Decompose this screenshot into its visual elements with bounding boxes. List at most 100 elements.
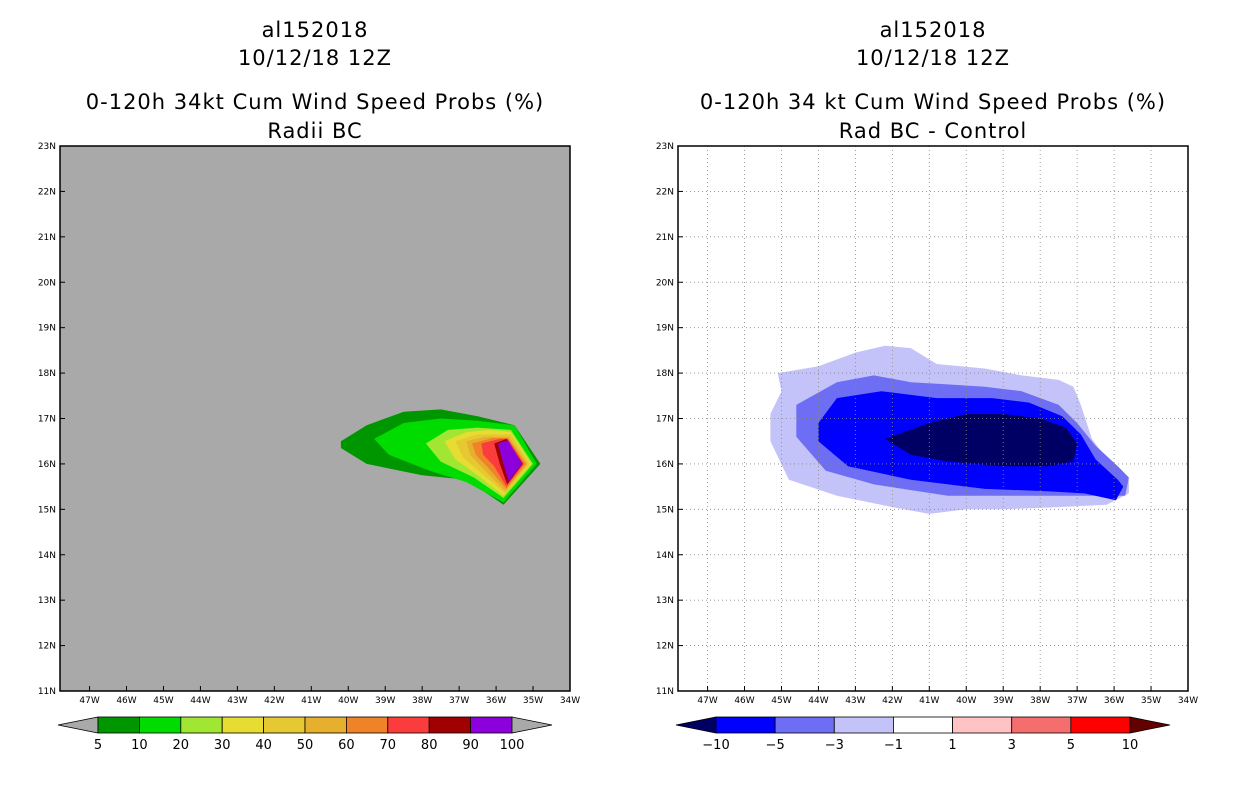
tick-label-x-40W-left: 40W	[338, 696, 358, 706]
colorbar-swatch-5-right	[1011, 716, 1072, 734]
colorbar-label-50-left: 50	[297, 738, 314, 753]
tick-label-y-17N-left: 17N	[38, 415, 56, 425]
tick-label-y-21N-right: 21N	[656, 233, 674, 243]
colorbar-swatch-1-left	[138, 716, 182, 734]
tick-label-x-40W-right: 40W	[956, 696, 976, 706]
date-left: 10/12/18 12Z	[237, 46, 393, 70]
colorbar-swatch-6-right	[1070, 716, 1131, 734]
chart-title-right: 0-120h 34 kt Cum Wind Speed Probs (%)	[699, 90, 1167, 114]
colorbar-under-arrow-right	[675, 716, 717, 734]
tick-label-y-12N-left: 12N	[38, 642, 56, 652]
chart-subtitle-right: Rad BC - Control	[838, 119, 1028, 143]
tick-label-x-42W-left: 42W	[264, 696, 284, 706]
colorbar-label-10-right: 10	[1122, 738, 1139, 753]
tick-label-x-36W-left: 36W	[486, 696, 506, 706]
tick-label-x-43W-left: 43W	[227, 696, 247, 706]
tick-label-y-17N-right: 17N	[656, 415, 674, 425]
tick-label-x-46W-left: 46W	[116, 696, 136, 706]
tick-label-x-34W-left: 34W	[560, 696, 580, 706]
colorbar-swatch-8-left	[428, 716, 472, 734]
contour-90-left	[497, 440, 522, 482]
tick-label-y-11N-left: 11N	[38, 687, 56, 697]
tick-label-x-42W-right: 42W	[882, 696, 902, 706]
tick-label-y-18N-right: 18N	[656, 369, 674, 379]
tick-label-y-16N-left: 16N	[38, 460, 56, 470]
tick-label-y-20N-left: 20N	[38, 278, 56, 288]
tick-label-y-16N-right: 16N	[656, 460, 674, 470]
chart-title-left: 0-120h 34kt Cum Wind Speed Probs (%)	[85, 90, 545, 114]
tick-label-x-41W-left: 41W	[301, 696, 321, 706]
colorbar-swatch-4-left	[263, 716, 306, 734]
colorbar-label-90-left: 90	[462, 738, 479, 753]
date-right: 10/12/18 12Z	[855, 46, 1011, 70]
colorbar-swatch-7-left	[387, 716, 430, 734]
storm-id-left: al152018	[261, 18, 369, 42]
tick-label-x-37W-left: 37W	[449, 696, 469, 706]
colorbar-label-40-left: 40	[255, 738, 272, 753]
colorbar-swatch-0-right	[715, 716, 776, 734]
tick-label-x-41W-right: 41W	[919, 696, 939, 706]
colorbar-label-1-right: 1	[948, 738, 956, 753]
tick-label-y-18N-left: 18N	[38, 369, 56, 379]
tick-label-x-43W-right: 43W	[845, 696, 865, 706]
colorbar-label-30-left: 30	[214, 738, 231, 753]
tick-label-x-34W-right: 34W	[1178, 696, 1198, 706]
colorbar-swatch-3-left	[221, 716, 264, 734]
tick-label-x-36W-right: 36W	[1104, 696, 1124, 706]
colorbar-label-3-right: 3	[1008, 738, 1016, 753]
colorbar-label--1-right: −1	[884, 738, 903, 753]
tick-label-x-35W-left: 35W	[523, 696, 543, 706]
colorbar-swatch-6-left	[345, 716, 389, 734]
colorbar-label-60-left: 60	[338, 738, 355, 753]
tick-label-y-21N-left: 21N	[38, 233, 56, 243]
colorbar-label-20-left: 20	[173, 738, 190, 753]
colorbar-label--10-right: −10	[702, 738, 729, 753]
colorbar-swatch-2-right	[833, 716, 894, 734]
tick-label-x-35W-right: 35W	[1141, 696, 1161, 706]
colorbar-label-70-left: 70	[380, 738, 397, 753]
colorbar-swatch-2-left	[180, 716, 223, 734]
tick-label-x-38W-right: 38W	[1030, 696, 1050, 706]
tick-label-x-44W-right: 44W	[808, 696, 828, 706]
tick-label-y-22N-right: 22N	[656, 187, 674, 197]
tick-label-y-19N-right: 19N	[656, 324, 674, 334]
tick-label-x-47W-left: 47W	[79, 696, 99, 706]
tick-label-x-45W-right: 45W	[771, 696, 791, 706]
tick-label-y-11N-right: 11N	[656, 687, 674, 697]
colorbar-label-100-left: 100	[500, 738, 525, 753]
tick-label-y-19N-left: 19N	[38, 324, 56, 334]
colorbar-label--3-right: −3	[825, 738, 844, 753]
tick-label-y-12N-right: 12N	[656, 642, 674, 652]
tick-label-x-45W-left: 45W	[153, 696, 173, 706]
colorbar-swatch-0-left	[97, 716, 140, 734]
colorbar-swatch-3-right	[893, 716, 953, 734]
colorbar-swatch-1-right	[774, 716, 835, 734]
tick-label-y-20N-right: 20N	[656, 278, 674, 288]
colorbar-label-10-left: 10	[131, 738, 148, 753]
tick-label-y-15N-right: 15N	[656, 505, 674, 515]
tick-label-y-23N-right: 23N	[656, 142, 674, 152]
tick-label-y-23N-left: 23N	[38, 142, 56, 152]
colorbar-swatch-5-left	[304, 716, 347, 734]
storm-id-right: al152018	[879, 18, 987, 42]
colorbar-label--5-right: −5	[766, 738, 785, 753]
tick-label-y-13N-right: 13N	[656, 596, 674, 606]
colorbar-label-80-left: 80	[421, 738, 438, 753]
colorbar-label-5-right: 5	[1067, 738, 1075, 753]
colorbar-swatch-9-left	[470, 716, 513, 734]
contour-minus10-right	[885, 414, 1078, 467]
chart-subtitle-left: Radii BC	[267, 119, 363, 143]
tick-label-x-44W-left: 44W	[190, 696, 210, 706]
colorbar-over-arrow-left	[511, 716, 553, 734]
tick-label-y-22N-left: 22N	[38, 187, 56, 197]
tick-label-y-13N-left: 13N	[38, 596, 56, 606]
tick-label-y-14N-right: 14N	[656, 551, 674, 561]
tick-label-x-46W-right: 46W	[734, 696, 754, 706]
colorbar-under-arrow-left	[57, 716, 99, 734]
plot-background-left	[60, 146, 570, 691]
colorbar-swatch-4-right	[952, 716, 1013, 734]
colorbar-label-5-left: 5	[94, 738, 102, 753]
tick-label-x-38W-left: 38W	[412, 696, 432, 706]
tick-label-x-39W-left: 39W	[375, 696, 395, 706]
